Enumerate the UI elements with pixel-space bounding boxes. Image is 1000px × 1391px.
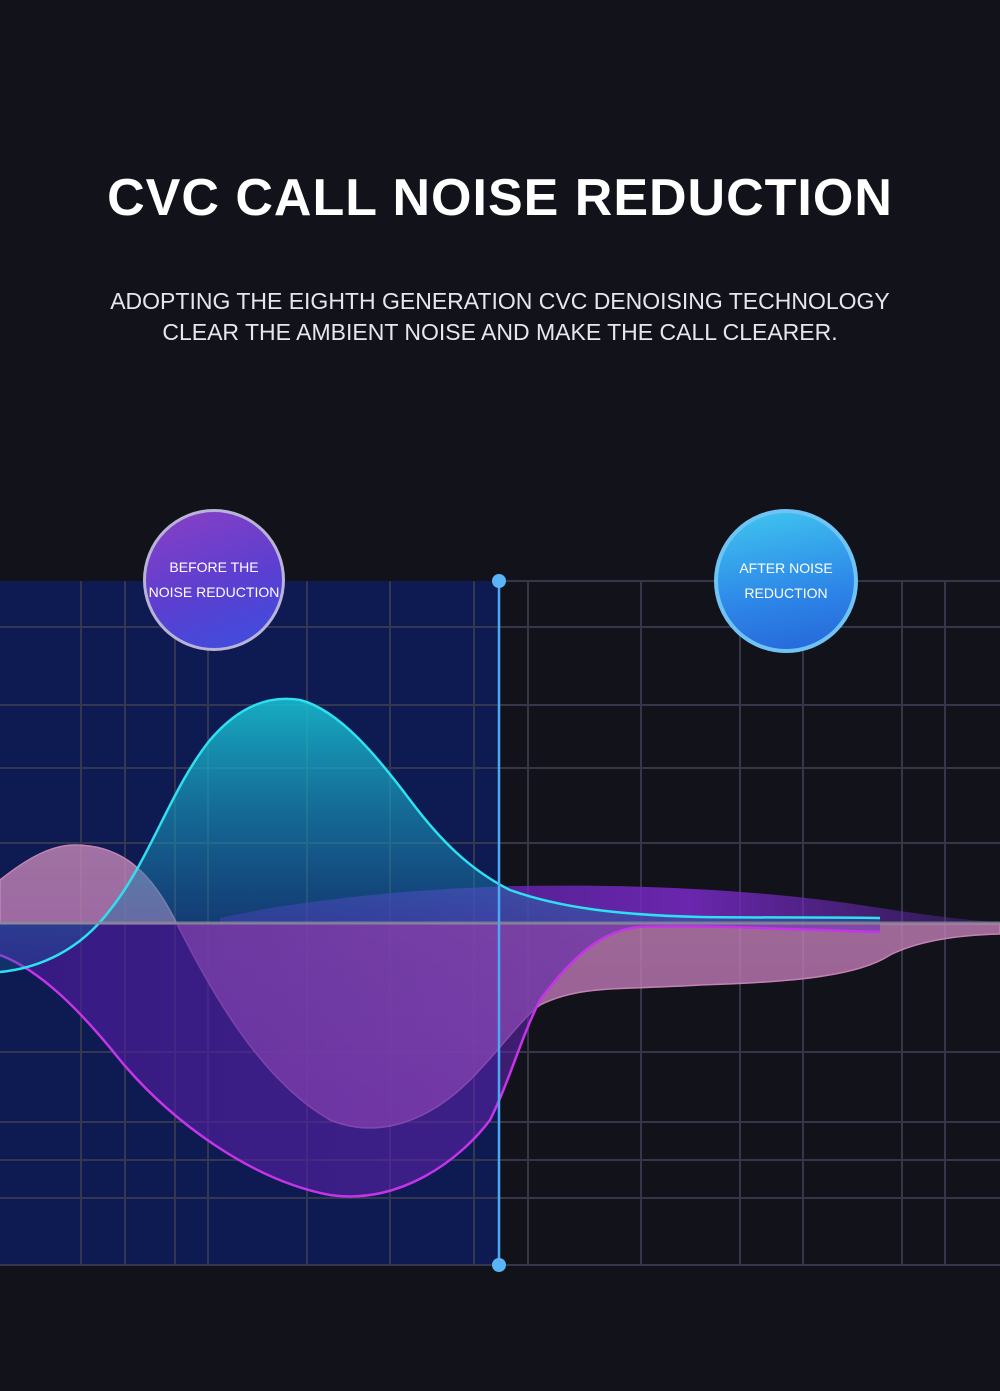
page-subtitle: ADOPTING THE EIGHTH GENERATION CVC DENOI…	[0, 286, 1000, 348]
noise-waveform-graphic	[0, 574, 1000, 1272]
after-badge-line-2: REDUCTION	[744, 585, 828, 601]
cyan-wave-fill	[0, 698, 880, 972]
divider-handle-bottom[interactable]	[492, 1258, 506, 1272]
magenta-wave-fill	[0, 924, 880, 1197]
cyan-wave-line	[0, 697, 881, 974]
before-badge-line-2: NOISE REDUCTION	[148, 584, 280, 600]
before-after-divider[interactable]	[492, 574, 506, 1272]
divider-handle-top[interactable]	[492, 574, 506, 588]
before-badge-line-1: BEFORE THE	[169, 559, 259, 575]
subtitle-line-1: ADOPTING THE EIGHTH GENERATION CVC DENOI…	[110, 288, 890, 314]
page-title: CVC CALL NOISE REDUCTION	[107, 169, 893, 227]
subtitle-line-2: CLEAR THE AMBIENT NOISE AND MAKE THE CAL…	[162, 319, 838, 345]
magenta-wave-line	[0, 925, 881, 1198]
before-noise-reduction-badge: BEFORE THE NOISE REDUCTION	[143, 509, 285, 651]
after-noise-reduction-badge: AFTER NOISE REDUCTION	[714, 509, 858, 653]
after-badge-line-1: AFTER NOISE	[739, 560, 833, 576]
